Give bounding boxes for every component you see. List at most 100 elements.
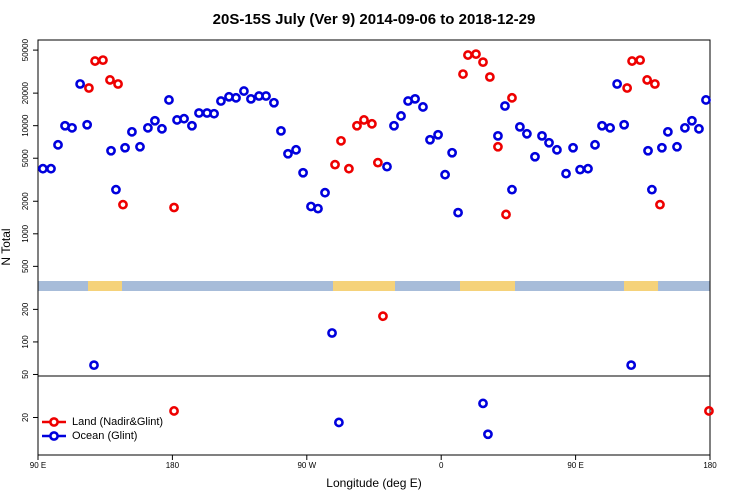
x-tick-label: 90 W bbox=[297, 461, 316, 470]
legend: Land (Nadir&Glint) Ocean (Glint) bbox=[42, 416, 163, 442]
y-tick-label: 100 bbox=[21, 335, 30, 349]
data-point bbox=[662, 126, 673, 137]
data-point bbox=[447, 147, 458, 158]
data-point bbox=[334, 417, 344, 428]
data-point bbox=[643, 145, 653, 156]
data-point bbox=[649, 79, 660, 89]
data-point bbox=[619, 119, 630, 130]
data-point bbox=[359, 115, 369, 125]
data-point bbox=[336, 135, 346, 146]
x-axis-label: Longitude (deg E) bbox=[326, 476, 421, 490]
land-band bbox=[333, 281, 395, 291]
land-band bbox=[624, 281, 658, 291]
data-point bbox=[612, 79, 623, 89]
data-point bbox=[209, 108, 219, 119]
x-tick-label: 180 bbox=[166, 461, 180, 470]
data-point bbox=[53, 139, 63, 150]
data-point bbox=[150, 115, 160, 126]
data-point bbox=[82, 119, 93, 130]
data-point bbox=[501, 209, 511, 220]
data-point bbox=[313, 203, 323, 214]
data-point bbox=[105, 75, 115, 85]
data-point bbox=[478, 57, 488, 68]
data-point bbox=[127, 126, 137, 137]
data-point bbox=[396, 111, 406, 121]
x-tick-label: 180 bbox=[703, 461, 717, 470]
data-point bbox=[118, 199, 128, 210]
data-point bbox=[701, 95, 711, 105]
data-point bbox=[410, 93, 420, 104]
data-point bbox=[187, 120, 197, 131]
data-point bbox=[590, 139, 600, 150]
data-point bbox=[453, 207, 463, 218]
data-point bbox=[320, 187, 330, 198]
data-point bbox=[622, 83, 633, 93]
legend-label: Ocean (Glint) bbox=[72, 430, 137, 442]
data-point bbox=[113, 79, 123, 89]
data-point bbox=[169, 202, 179, 213]
data-point bbox=[261, 91, 271, 101]
y-tick-label: 50 bbox=[21, 369, 30, 378]
data-point bbox=[597, 120, 607, 131]
data-point bbox=[269, 97, 279, 108]
y-tick-label: 2000 bbox=[21, 192, 30, 210]
data-point bbox=[330, 159, 340, 170]
y-tick-label: 1000 bbox=[21, 224, 30, 242]
data-point bbox=[367, 118, 377, 129]
legend-marker bbox=[49, 417, 59, 427]
y-tick-label: 20000 bbox=[21, 81, 30, 104]
data-point bbox=[680, 122, 690, 133]
data-point bbox=[143, 122, 153, 133]
data-point bbox=[327, 328, 337, 338]
data-point bbox=[239, 86, 249, 96]
data-point bbox=[164, 95, 174, 105]
data-point bbox=[418, 102, 428, 112]
data-point bbox=[46, 163, 56, 174]
data-point bbox=[458, 69, 468, 79]
x-tick-label: 90 E bbox=[567, 461, 583, 470]
data-point bbox=[704, 406, 714, 416]
data-point bbox=[135, 141, 145, 152]
data-point bbox=[440, 169, 450, 180]
data-point bbox=[344, 163, 354, 174]
land-band bbox=[88, 281, 122, 291]
data-point bbox=[111, 184, 121, 195]
data-point bbox=[642, 75, 653, 85]
y-tick-label: 5000 bbox=[21, 149, 30, 167]
y-tick-label: 200 bbox=[21, 302, 30, 316]
data-point bbox=[522, 128, 532, 139]
data-point bbox=[120, 142, 130, 153]
data-point bbox=[291, 144, 301, 155]
data-point bbox=[500, 101, 510, 111]
data-point bbox=[433, 129, 443, 140]
data-point bbox=[483, 429, 493, 440]
data-point bbox=[169, 406, 179, 416]
data-point bbox=[75, 79, 86, 89]
data-point bbox=[537, 130, 547, 141]
data-point bbox=[647, 184, 657, 195]
data-point bbox=[561, 168, 571, 179]
data-point bbox=[672, 141, 682, 152]
data-point bbox=[378, 311, 388, 322]
legend-label: Land (Nadir&Glint) bbox=[72, 416, 163, 428]
data-point bbox=[687, 115, 697, 126]
data-point bbox=[635, 55, 646, 66]
data-point bbox=[425, 134, 435, 145]
data-point bbox=[507, 184, 517, 195]
data-point bbox=[276, 125, 286, 136]
data-point bbox=[657, 142, 667, 153]
data-point bbox=[544, 137, 554, 148]
legend-marker bbox=[49, 431, 59, 441]
data-point bbox=[471, 49, 481, 60]
data-point bbox=[530, 151, 540, 162]
data-point bbox=[283, 148, 293, 159]
y-tick-label: 500 bbox=[21, 259, 30, 273]
data-point bbox=[246, 93, 256, 104]
data-point bbox=[493, 141, 503, 152]
data-point bbox=[382, 161, 392, 172]
data-point bbox=[106, 145, 116, 156]
data-point bbox=[626, 360, 637, 371]
data-point bbox=[157, 123, 167, 134]
